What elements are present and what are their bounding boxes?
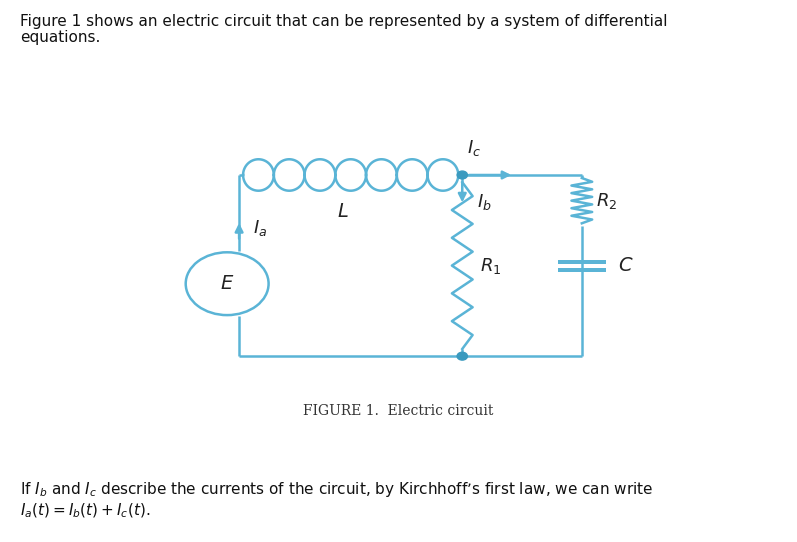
Text: Figure 1 shows an electric circuit that can be represented by a system of differ: Figure 1 shows an electric circuit that … [20,14,667,29]
Circle shape [457,171,467,179]
Text: $R_1$: $R_1$ [480,256,501,275]
Text: $I_b$: $I_b$ [477,192,491,212]
Text: $C$: $C$ [618,256,634,275]
Text: $R_2$: $R_2$ [596,191,618,211]
Text: $I_c$: $I_c$ [467,138,481,158]
Text: $I_a$: $I_a$ [253,218,268,238]
Text: $E$: $E$ [220,274,234,293]
Text: FIGURE 1.  Electric circuit: FIGURE 1. Electric circuit [304,404,493,417]
Text: $L$: $L$ [337,202,348,221]
Text: $I_a(t) = I_b(t) + I_c(t)$.: $I_a(t) = I_b(t) + I_c(t)$. [20,501,151,520]
Text: If $I_b$ and $I_c$ describe the currents of the circuit, by Kirchhoff’s first la: If $I_b$ and $I_c$ describe the currents… [20,480,654,499]
Text: equations.: equations. [20,30,100,45]
Circle shape [457,352,467,360]
